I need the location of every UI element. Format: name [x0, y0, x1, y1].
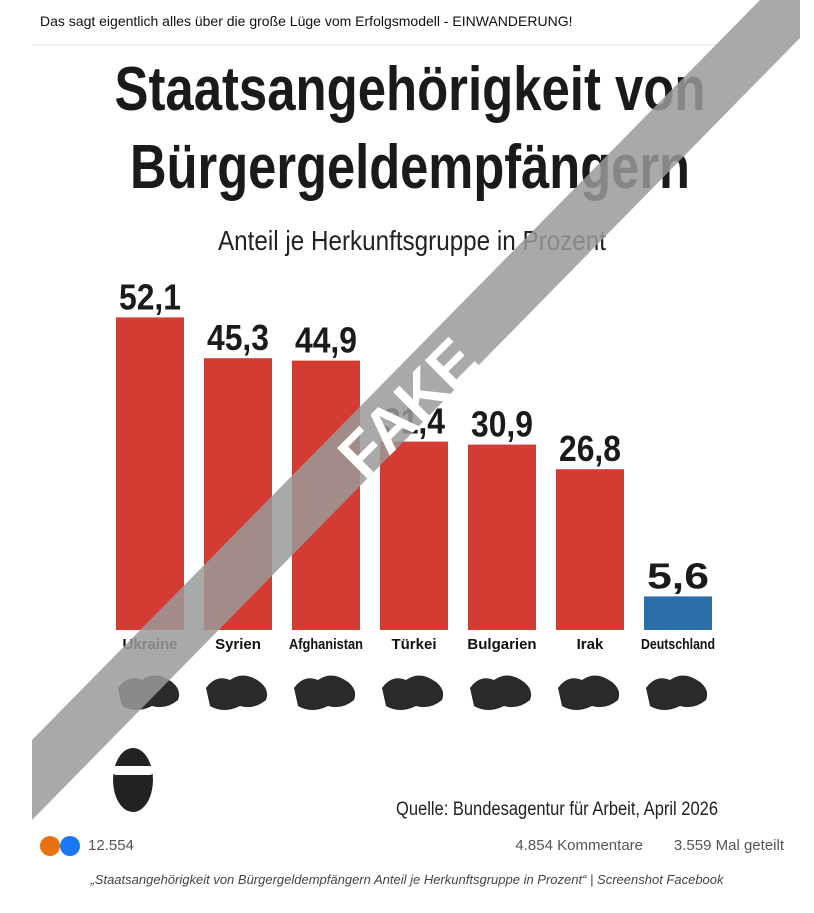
- country-silhouette: [470, 675, 532, 710]
- angry-reaction[interactable]: [40, 836, 60, 856]
- caption: „Staatsangehörigkeit von Bürgergeldempfä…: [90, 872, 724, 887]
- bar: [380, 441, 448, 630]
- category-label: Bulgarien: [467, 636, 536, 653]
- country-silhouette: [558, 675, 620, 710]
- category-label: Deutschland: [641, 636, 715, 653]
- comments-count[interactable]: 4.854 Kommentare: [515, 837, 643, 854]
- reaction-count[interactable]: 12.554: [88, 837, 134, 854]
- shares-count[interactable]: 3.559 Mal geteilt: [673, 837, 784, 854]
- fake-stamp-band: [32, 0, 800, 820]
- reactions-bar: 12.554 4.854 Kommentare 3.559 Mal geteil…: [38, 836, 788, 858]
- bar: [644, 596, 712, 630]
- country-silhouette: [206, 675, 268, 710]
- bar: [556, 469, 624, 630]
- chart-title: Staatsangehörigkeit von: [115, 55, 706, 124]
- post-text: Das sagt eigentlich alles über die große…: [40, 13, 573, 29]
- category-label: Afghanistan: [289, 636, 363, 653]
- country-silhouette: [646, 675, 708, 710]
- value-label: 5,6: [647, 555, 709, 596]
- bar: [116, 317, 184, 630]
- value-label: 52,1: [119, 276, 181, 317]
- category-label: Irak: [577, 636, 604, 653]
- value-label: 44,9: [295, 320, 357, 361]
- value-label: 26,8: [559, 428, 621, 469]
- like-reaction[interactable]: [60, 836, 80, 856]
- country-silhouette: [382, 675, 444, 710]
- logo: [113, 748, 153, 812]
- chart: Staatsangehörigkeit von Bürgergeldempfän…: [32, 0, 800, 820]
- country-silhouette: [294, 675, 356, 710]
- value-label: 30,9: [471, 404, 533, 445]
- value-label: 45,3: [207, 317, 269, 358]
- category-label: Syrien: [215, 636, 261, 653]
- category-label: Türkei: [391, 636, 436, 653]
- bar: [468, 444, 536, 630]
- source: Quelle: Bundesagentur für Arbeit, April …: [396, 799, 718, 820]
